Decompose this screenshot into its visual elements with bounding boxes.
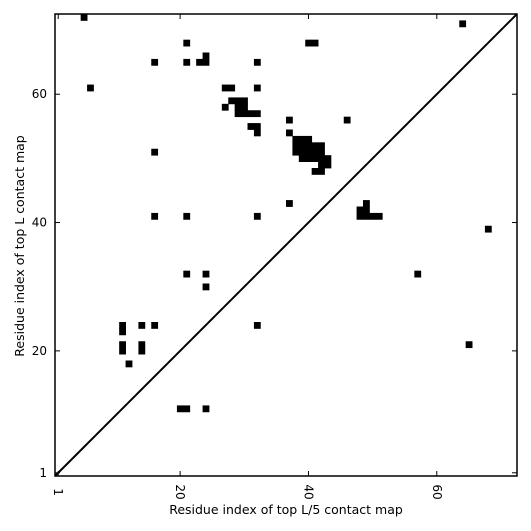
plot-frame bbox=[54, 13, 518, 477]
contact-cell bbox=[298, 155, 306, 162]
contact-cell bbox=[298, 142, 306, 150]
y-tick-label: 60 bbox=[32, 87, 47, 101]
contact-cell bbox=[414, 270, 422, 278]
contact-cells bbox=[80, 14, 492, 413]
contact-cell bbox=[202, 283, 210, 291]
contact-cell bbox=[318, 161, 325, 169]
contact-cell bbox=[286, 200, 293, 207]
contact-cell bbox=[247, 110, 255, 118]
contact-cell bbox=[298, 148, 306, 156]
contact-cell bbox=[305, 135, 313, 143]
x-tick-label: 40 bbox=[301, 484, 315, 499]
contact-cell bbox=[286, 129, 293, 137]
contact-cell bbox=[369, 212, 377, 220]
contact-cell bbox=[253, 110, 261, 118]
contact-cell bbox=[80, 14, 88, 21]
contact-cell bbox=[138, 341, 146, 349]
contact-cell bbox=[119, 347, 126, 355]
x-axis-title: Residue index of top L/5 contact map bbox=[169, 502, 403, 517]
contact-cell bbox=[202, 405, 210, 413]
contact-cell bbox=[484, 225, 492, 233]
contact-cell bbox=[241, 103, 248, 111]
contact-cell bbox=[343, 116, 351, 124]
contact-cell bbox=[183, 405, 191, 413]
y-tick-label: 40 bbox=[32, 216, 47, 230]
contact-cell bbox=[253, 123, 261, 130]
contact-cell bbox=[241, 110, 248, 118]
axis-ticks: 1 20 40 60 1 20 40 60 bbox=[32, 14, 517, 500]
contact-cell bbox=[234, 103, 242, 111]
contact-cell bbox=[305, 142, 313, 150]
contact-cell bbox=[459, 20, 467, 28]
contact-cell bbox=[363, 200, 370, 207]
contact-cell bbox=[234, 97, 242, 105]
y-tick-label: 20 bbox=[32, 344, 47, 358]
contact-cell bbox=[318, 155, 325, 162]
contact-cell bbox=[119, 328, 126, 336]
contact-cell bbox=[253, 84, 261, 92]
contact-cell bbox=[138, 322, 146, 329]
contact-cell bbox=[151, 322, 159, 329]
contact-cell bbox=[196, 58, 203, 66]
contact-cell bbox=[247, 123, 255, 130]
contact-cell bbox=[324, 161, 332, 169]
contact-cell bbox=[151, 58, 159, 66]
x-tick-label: 1 bbox=[51, 488, 65, 496]
contact-cell bbox=[228, 97, 236, 105]
contact-cell bbox=[234, 110, 242, 118]
contact-cell bbox=[363, 212, 370, 220]
contact-cell bbox=[151, 148, 159, 156]
contact-cell bbox=[176, 405, 184, 413]
contact-cell bbox=[363, 206, 370, 214]
x-tick-label: 60 bbox=[430, 484, 444, 499]
contact-cell bbox=[318, 142, 325, 150]
contact-cell bbox=[202, 270, 210, 278]
contact-cell bbox=[298, 135, 306, 143]
contact-cell bbox=[202, 58, 210, 66]
y-tick-label: 1 bbox=[39, 466, 47, 480]
contact-cell bbox=[286, 116, 293, 124]
contact-cell bbox=[356, 212, 364, 220]
contact-cell bbox=[125, 360, 133, 368]
contact-cell bbox=[87, 84, 94, 92]
contact-cell bbox=[228, 84, 236, 92]
contact-cell bbox=[183, 270, 191, 278]
contact-cell bbox=[375, 212, 383, 220]
contact-cell bbox=[119, 341, 126, 349]
contact-cell bbox=[292, 135, 300, 143]
x-tick-label: 20 bbox=[173, 484, 187, 499]
contact-cell bbox=[292, 148, 300, 156]
contact-cell bbox=[311, 168, 319, 175]
contact-cell bbox=[318, 168, 325, 175]
contact-cell bbox=[305, 39, 313, 47]
diagonal-line bbox=[54, 13, 518, 477]
contact-cell bbox=[151, 212, 159, 220]
contact-cell bbox=[311, 142, 319, 150]
contact-cell bbox=[318, 148, 325, 156]
contact-cell bbox=[305, 148, 313, 156]
contact-cell bbox=[183, 39, 191, 47]
contact-cell bbox=[221, 84, 229, 92]
contact-cell bbox=[221, 103, 229, 111]
contact-cell bbox=[305, 155, 313, 162]
contact-cell bbox=[356, 206, 364, 214]
contact-cell bbox=[183, 212, 191, 220]
contact-cell bbox=[465, 341, 473, 349]
contact-cell bbox=[119, 322, 126, 329]
contact-cell bbox=[138, 347, 146, 355]
y-axis-title: Residue index of top L contact map bbox=[12, 135, 27, 356]
contact-cell bbox=[253, 58, 261, 66]
contact-cell bbox=[311, 148, 319, 156]
contact-cell bbox=[253, 322, 261, 329]
contact-cell bbox=[241, 97, 248, 105]
contact-cell bbox=[202, 52, 210, 60]
contact-cell bbox=[253, 129, 261, 137]
contact-cell bbox=[324, 155, 332, 162]
contact-cell bbox=[183, 58, 191, 66]
contact-cell bbox=[311, 39, 319, 47]
contact-cell bbox=[311, 155, 319, 162]
contact-cell bbox=[292, 142, 300, 150]
contact-cell bbox=[253, 212, 261, 220]
